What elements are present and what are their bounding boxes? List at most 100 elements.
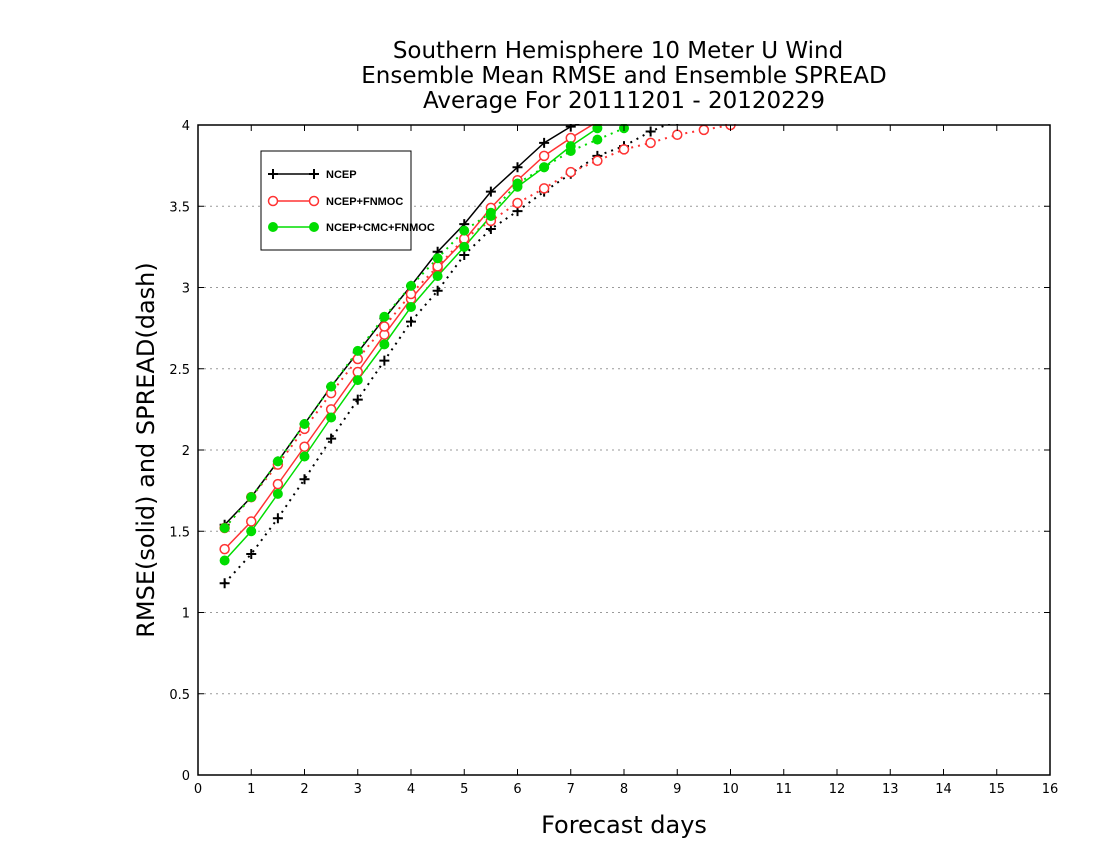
ncep-cmc-fnmoc-rmse-point <box>432 271 443 282</box>
ncep-cmc-fnmoc-spread-point <box>272 456 283 467</box>
ncep-cmc-fnmoc-rmse-point <box>352 375 363 386</box>
ncep-cmc-fnmoc-spread-point <box>299 419 310 429</box>
ncep-cmc-fnmoc-spread-point <box>485 207 496 218</box>
ncep-cmc-fnmoc-rmse-point <box>246 526 257 537</box>
x-tick-label: 9 <box>673 782 681 797</box>
legend-marker-ncep <box>309 169 319 179</box>
ncep-fnmoc-rmse-point <box>299 441 310 452</box>
x-tick-label: 11 <box>775 782 792 797</box>
ncep-spread-point <box>645 126 656 137</box>
y-tick-label: 0 <box>182 769 190 784</box>
legend: NCEP NCEP+FNMOC NCEP+CMC+FNMOC <box>260 150 435 251</box>
ncep-cmc-fnmoc-rmse-point <box>326 412 337 423</box>
ncep-fnmoc-spread-point <box>565 166 576 178</box>
x-tick-label: 10 <box>722 782 739 797</box>
ncep-cmc-fnmoc-rmse-point <box>299 451 310 462</box>
ncep-cmc-fnmoc-spread-point <box>432 253 443 264</box>
series-markers <box>219 124 736 589</box>
x-tick-label: 2 <box>300 782 308 797</box>
ncep-fnmoc-rmse-point <box>538 150 550 162</box>
ncep-fnmoc-rmse-point <box>246 516 257 527</box>
x-tick-label: 14 <box>935 782 952 797</box>
x-tick-label: 12 <box>829 782 846 797</box>
ncep-cmc-fnmoc-rmse-point <box>272 488 283 499</box>
x-axis-label: Forecast days <box>541 811 707 839</box>
legend-marker-ncep-fnmoc <box>267 195 279 207</box>
ncep-rmse-point <box>485 186 496 197</box>
ncep-cmc-fnmoc-rmse-point <box>592 124 603 134</box>
ncep-spread-point <box>406 316 416 327</box>
legend-label-ncep-cmc-fnmoc: NCEP+CMC+FNMOC <box>326 222 435 234</box>
x-tick-label: 16 <box>1042 782 1059 797</box>
axis-ticks: 0 1 2 3 4 5 6 7 8 9 10 11 12 13 14 15 1600.511.522.533.5… <box>169 119 1058 797</box>
x-tick-label: 6 <box>513 782 521 797</box>
ncep-fnmoc-spread-point <box>592 155 603 166</box>
ncep-fnmoc-spread-point <box>618 144 630 155</box>
y-tick-label: 1.5 <box>169 525 190 540</box>
ncep-rmse-point <box>539 137 550 148</box>
ncep-cmc-fnmoc-rmse-point <box>379 339 390 350</box>
legend-label-ncep-fnmoc: NCEP+FNMOC <box>326 196 403 208</box>
ncep-fnmoc-spread-point <box>672 129 683 140</box>
ncep-spread-point <box>352 394 363 405</box>
title-line-1: Southern Hemisphere 10 Meter U Wind <box>393 38 843 64</box>
ncep-fnmoc-spread-point <box>512 197 523 209</box>
ncep-cmc-fnmoc-spread-point <box>459 225 470 236</box>
ncep-rmse-point <box>512 162 523 173</box>
ncep-spread-point <box>432 285 443 296</box>
ncep-fnmoc-spread-point <box>379 321 390 332</box>
ncep-spread-point <box>299 474 310 485</box>
ncep-fnmoc-spread-point <box>538 183 550 194</box>
x-tick-label: 8 <box>620 782 628 797</box>
ncep-cmc-fnmoc-rmse-point <box>459 241 470 252</box>
legend-marker-ncep-cmc-fnmoc <box>309 222 319 232</box>
y-tick-label: 3.5 <box>169 200 190 215</box>
ncep-cmc-fnmoc-spread-point <box>219 523 230 533</box>
legend-marker-ncep <box>268 169 278 179</box>
x-tick-label: 1 <box>247 782 255 797</box>
grid-lines <box>198 205 1050 695</box>
ncep-fnmoc-rmse-point <box>272 478 284 490</box>
y-tick-label: 3 <box>182 282 190 297</box>
ncep-cmc-fnmoc-spread-point <box>352 345 363 356</box>
ncep-cmc-fnmoc-spread-point <box>406 280 416 291</box>
ncep-fnmoc-rmse-point <box>219 543 230 555</box>
ncep-spread-point <box>272 513 283 524</box>
legend-label-ncep: NCEP <box>326 169 357 181</box>
chart-title: Southern Hemisphere 10 Meter U Wind Ense… <box>361 38 886 114</box>
ncep-cmc-fnmoc-spread-point <box>565 146 576 156</box>
x-tick-label: 5 <box>460 782 468 797</box>
title-line-2: Ensemble Mean RMSE and Ensemble SPREAD <box>361 63 886 89</box>
legend-marker-ncep-fnmoc <box>308 195 320 207</box>
y-tick-label: 1 <box>182 607 190 622</box>
ncep-cmc-fnmoc-spread-point <box>592 134 603 145</box>
x-tick-label: 0 <box>194 782 202 797</box>
ncep-cmc-fnmoc-spread-point <box>326 381 337 392</box>
ncep-cmc-fnmoc-spread-point <box>379 311 390 322</box>
ncep-cmc-fnmoc-spread-point <box>246 492 257 503</box>
ncep-cmc-fnmoc-rmse-point <box>219 555 230 566</box>
ncep-cmc-fnmoc-spread-point <box>512 178 523 189</box>
ncep-cmc-fnmoc-rmse-point <box>406 302 416 312</box>
ncep-spread-point <box>676 124 679 126</box>
ncep-spread-point <box>379 355 390 366</box>
y-tick-label: 4 <box>182 119 190 134</box>
ncep-fnmoc-spread-point <box>645 137 656 149</box>
ncep-spread-point <box>246 549 257 559</box>
legend-marker-ncep-cmc-fnmoc <box>268 222 278 232</box>
y-tick-label: 2.5 <box>169 363 190 378</box>
title-line-3: Average For 20111201 - 20120229 <box>423 88 825 114</box>
ncep-cmc-fnmoc-spread-point <box>539 162 550 173</box>
x-tick-label: 7 <box>567 782 575 797</box>
y-tick-label: 2 <box>182 444 190 459</box>
y-tick-label: 0.5 <box>169 688 190 703</box>
x-tick-label: 13 <box>882 782 899 797</box>
x-tick-label: 15 <box>988 782 1005 797</box>
ncep-spread-point <box>326 433 337 444</box>
ncep-spread-point <box>219 578 230 589</box>
y-axis-label: RMSE(solid) and SPREAD(dash) <box>132 262 160 638</box>
x-tick-label: 4 <box>407 782 415 797</box>
ncep-fnmoc-spread-point <box>698 124 710 136</box>
x-tick-label: 3 <box>354 782 362 797</box>
